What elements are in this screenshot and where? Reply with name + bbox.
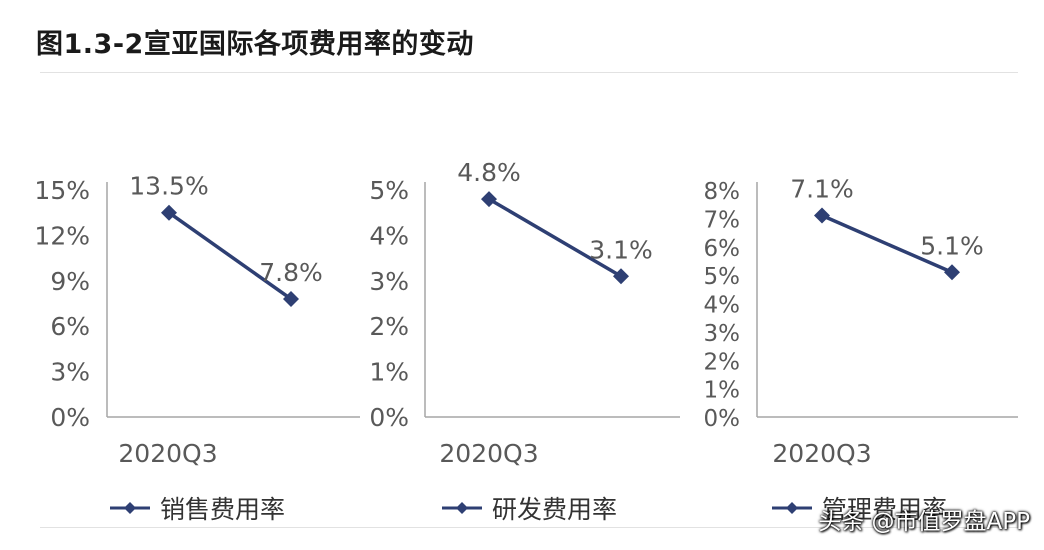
- y-tick-label: 0%: [704, 406, 741, 432]
- bottom-divider: [40, 527, 1018, 528]
- y-tick-label: 2%: [369, 312, 409, 341]
- legend-line-diamond-icon: [772, 502, 812, 514]
- y-tick-label: 3%: [369, 267, 409, 296]
- watermark: 头条 @市值罗盘APP: [818, 509, 1030, 535]
- page-title: 图1.3-2宣亚国际各项费用率的变动: [36, 29, 474, 60]
- y-tick-label: 1%: [369, 358, 409, 387]
- series-line: [167, 211, 293, 301]
- legend-sales: 销售费用率: [110, 488, 285, 528]
- legend-line-diamond-icon: [110, 502, 150, 514]
- y-tick-label: 5%: [704, 264, 741, 290]
- legend-label: 管理费用率: [822, 495, 948, 524]
- y-tick-label: 1%: [704, 378, 741, 404]
- legend-rd: 研发费用率: [442, 488, 617, 528]
- data-label: 7.8%: [259, 258, 323, 287]
- data-point-marker: [814, 207, 830, 224]
- y-tick-label: 6%: [704, 236, 741, 262]
- data-point-marker: [944, 264, 960, 281]
- y-tick-label: 8%: [704, 179, 741, 205]
- data-label: 13.5%: [129, 172, 208, 201]
- legend-label: 研发费用率: [492, 495, 618, 524]
- data-point-marker: [161, 204, 177, 221]
- y-tick-label: 12%: [34, 221, 90, 250]
- data-point-marker: [481, 191, 497, 208]
- y-tick-label: 0%: [369, 403, 409, 432]
- data-label: 4.8%: [457, 158, 521, 187]
- top-divider: [40, 72, 1018, 73]
- y-tick-label: 6%: [50, 312, 90, 341]
- x-tick-label: 2020Q3: [118, 439, 217, 468]
- y-tick-label: 15%: [34, 176, 90, 205]
- y-tick-label: 5%: [369, 176, 409, 205]
- data-label: 5.1%: [920, 231, 984, 260]
- series-line: [488, 197, 622, 278]
- y-tick-label: 3%: [704, 321, 741, 347]
- legend-admin: 管理费用率: [772, 488, 947, 528]
- legend-line-diamond-icon: [442, 502, 482, 514]
- y-tick-label: 3%: [50, 358, 90, 387]
- y-tick-label: 7%: [704, 207, 741, 233]
- legend-label: 销售费用率: [160, 495, 286, 524]
- data-point-marker: [613, 268, 629, 285]
- y-tick-label: 4%: [369, 221, 409, 250]
- series-line: [821, 213, 953, 274]
- data-label: 3.1%: [589, 235, 653, 264]
- y-tick-label: 0%: [50, 403, 90, 432]
- y-tick-label: 4%: [704, 293, 741, 319]
- x-tick-label: 2020Q3: [439, 439, 538, 468]
- data-label: 7.1%: [790, 175, 854, 204]
- data-point-marker: [283, 290, 299, 307]
- y-tick-label: 2%: [704, 349, 741, 375]
- x-tick-label: 2020Q3: [772, 439, 871, 468]
- y-tick-label: 9%: [50, 267, 90, 296]
